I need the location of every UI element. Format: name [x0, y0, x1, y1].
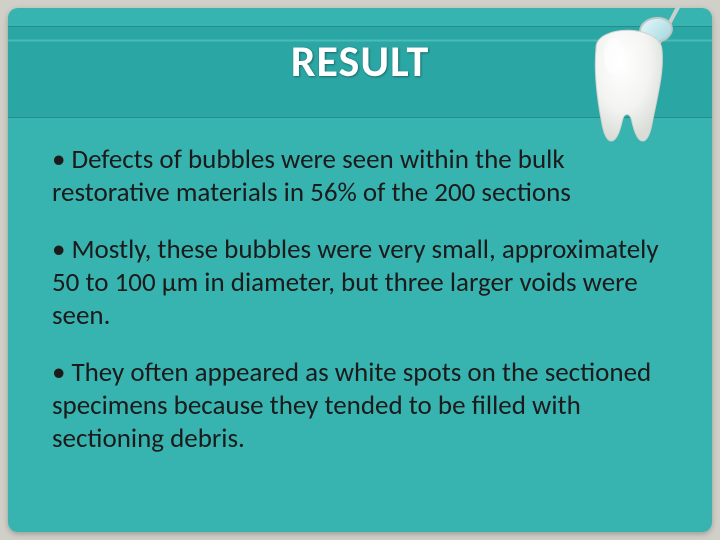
bullet-text: Mostly, these bubbles were very small, a… [52, 233, 659, 332]
bullet-text: Defects of bubbles were seen within the … [52, 143, 571, 209]
content-area: •Defects of bubbles were seen within the… [52, 144, 668, 480]
bullet-marker: • [52, 356, 71, 389]
bullet-marker: • [52, 143, 71, 176]
bullet-item: •Defects of bubbles were seen within the… [52, 144, 668, 210]
bullet-item: •They often appeared as white spots on t… [52, 357, 668, 456]
bullet-text: They often appeared as white spots on th… [52, 356, 651, 455]
bullet-item: •Mostly, these bubbles were very small, … [52, 234, 668, 333]
slide: RESULT [8, 8, 712, 532]
bullet-marker: • [52, 233, 71, 266]
slide-title: RESULT [8, 34, 712, 88]
